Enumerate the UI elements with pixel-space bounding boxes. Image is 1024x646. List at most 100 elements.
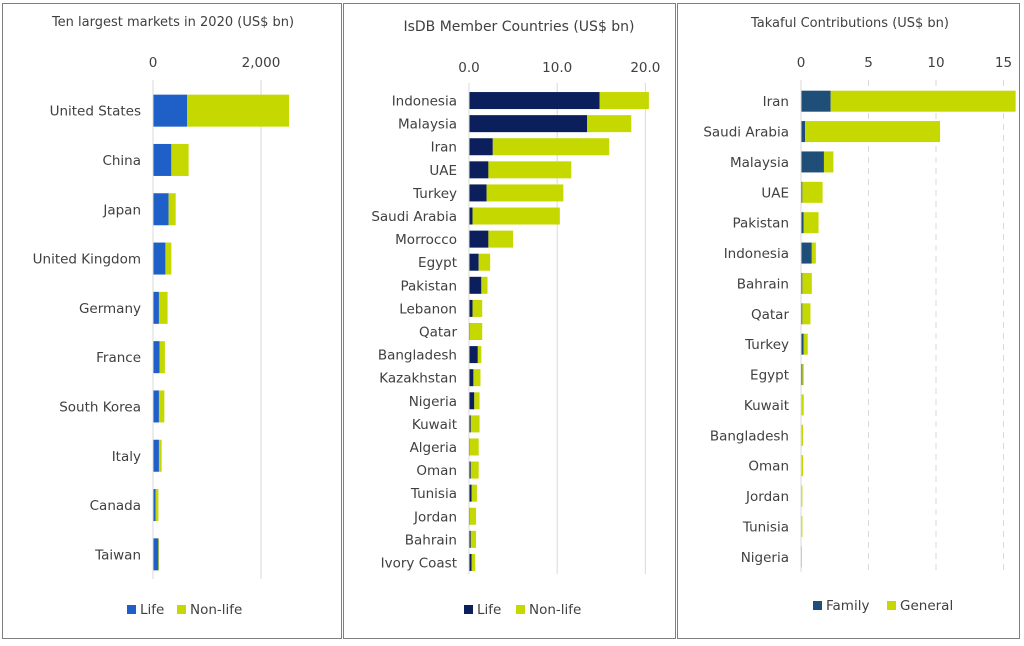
legend-swatch	[813, 601, 822, 610]
chart-title: Takaful Contributions (US$ bn)	[750, 16, 949, 31]
bar-life	[469, 530, 471, 548]
bar-non-life	[469, 438, 479, 456]
category-label: Nigeria	[409, 394, 457, 410]
chart-title: IsDB Member Countries (US$ bn)	[403, 19, 634, 35]
bar-non-life	[471, 553, 476, 571]
bar-non-life	[470, 461, 479, 479]
legend-label: Family	[826, 598, 869, 614]
x-tick-label: 0	[797, 55, 806, 71]
x-tick-label: 0.0	[458, 60, 479, 76]
bar-life	[153, 291, 159, 324]
category-label: Bangladesh	[378, 348, 457, 364]
category-label: Pakistan	[400, 278, 457, 294]
bar-general	[803, 212, 819, 234]
bar-family	[801, 272, 803, 294]
bar-non-life	[470, 530, 477, 548]
category-label: Taiwan	[94, 547, 141, 563]
category-label: Ivory Coast	[381, 555, 457, 571]
bar-life	[469, 92, 600, 110]
bar-general	[801, 546, 802, 568]
bar-general	[803, 333, 808, 355]
bar-non-life	[488, 230, 514, 248]
category-label: Lebanon	[399, 301, 457, 317]
category-label: Morrocco	[395, 232, 457, 248]
category-label: Egypt	[750, 368, 789, 384]
bar-non-life	[471, 484, 477, 502]
bar-non-life	[472, 299, 483, 317]
category-label: Indonesia	[392, 94, 457, 110]
chart-title: Ten largest markets in 2020 (US$ bn)	[51, 15, 294, 30]
category-label: Saudi Arabia	[703, 125, 789, 141]
bar-family	[801, 90, 831, 112]
bar-general	[801, 455, 804, 477]
legend-label: Life	[140, 602, 164, 618]
bar-non-life	[155, 489, 159, 522]
bar-non-life	[469, 507, 477, 525]
bar-family	[801, 333, 804, 355]
bar-non-life	[486, 184, 564, 202]
category-label: Bahrain	[737, 276, 789, 292]
bar-family	[801, 242, 812, 264]
legend-label: Non-life	[190, 602, 242, 618]
bar-non-life	[587, 115, 632, 133]
bar-non-life	[469, 323, 483, 340]
bar-general	[802, 181, 823, 203]
category-label: Kazakhstan	[379, 371, 457, 387]
category-label: Malaysia	[398, 117, 457, 133]
category-label: Bahrain	[405, 532, 457, 548]
bar-life	[153, 242, 166, 275]
category-label: Italy	[112, 449, 141, 465]
bar-non-life	[478, 253, 491, 271]
category-label: Tunisia	[742, 519, 789, 535]
bar-life	[153, 94, 188, 127]
category-label: Germany	[79, 301, 141, 317]
bar-life	[469, 299, 473, 317]
bar-family	[801, 181, 803, 203]
bar-general	[801, 394, 804, 416]
bar-non-life	[488, 161, 572, 179]
bar-life	[469, 484, 472, 502]
bar-general	[802, 303, 811, 325]
category-label: Bangladesh	[710, 428, 789, 444]
bar-non-life	[477, 346, 482, 364]
bar-life	[469, 253, 479, 271]
bar-life	[153, 341, 160, 374]
bar-non-life	[158, 439, 162, 472]
bar-life	[153, 489, 156, 522]
bar-life	[469, 553, 472, 571]
bar-family	[801, 151, 824, 173]
category-label: Japan	[102, 202, 141, 218]
bar-general	[830, 90, 1016, 112]
category-label: Turkey	[744, 337, 789, 353]
category-label: UAE	[761, 185, 789, 201]
category-label: Saudi Arabia	[371, 209, 457, 225]
bar-non-life	[492, 138, 610, 156]
bar-life	[469, 276, 482, 294]
bar-non-life	[159, 341, 165, 374]
bar-non-life	[158, 390, 165, 423]
chart-panel-isdb-member-countries: IsDB Member Countries (US$ bn) 0.0 10.0 20…	[343, 3, 676, 639]
bar-non-life	[472, 207, 560, 225]
bar-non-life	[599, 92, 649, 110]
category-label: China	[102, 153, 141, 169]
category-label: South Korea	[59, 399, 141, 415]
bar-non-life	[474, 392, 480, 410]
bar-non-life	[473, 369, 481, 387]
category-label: Kuwait	[412, 417, 457, 433]
bar-life	[469, 415, 471, 433]
legend-swatch	[177, 605, 186, 614]
x-tick-label: 5	[864, 55, 873, 71]
top-strip	[2, 0, 1020, 3]
bar-life	[153, 193, 169, 226]
bar-non-life	[168, 193, 176, 226]
x-tick-label: 20.0	[630, 60, 660, 76]
legend-label: Life	[477, 602, 501, 618]
category-label: Pakistan	[732, 216, 789, 232]
category-label: UAE	[429, 163, 457, 179]
bar-life	[469, 115, 588, 133]
category-label: Jordan	[413, 509, 457, 525]
bar-life	[469, 392, 475, 410]
legend-swatch	[887, 601, 896, 610]
legend-swatch	[516, 605, 525, 614]
bar-general	[802, 364, 804, 386]
